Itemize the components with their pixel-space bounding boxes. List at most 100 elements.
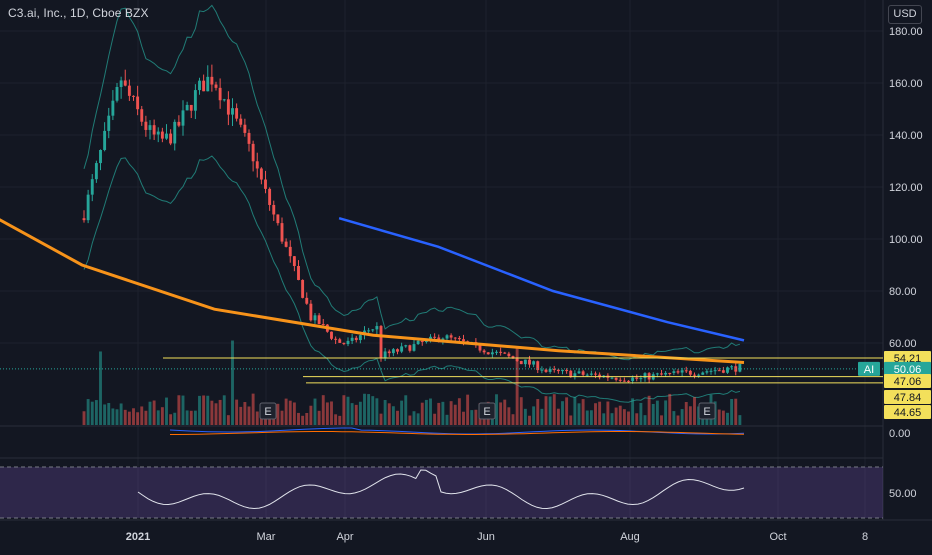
candle-body [346, 340, 350, 345]
volume-bar [165, 397, 168, 425]
volume-bar [577, 403, 581, 425]
volume-bar [589, 410, 593, 425]
candle-body [334, 338, 338, 340]
y-tick-label: 120.00 [889, 182, 923, 194]
volume-bar [243, 402, 247, 425]
earnings-marker-label: E [483, 406, 490, 418]
candle-body [342, 342, 346, 345]
candle-body [701, 372, 705, 375]
candle-body [416, 340, 420, 345]
currency-badge[interactable]: USD [888, 5, 922, 24]
volume-bar [251, 393, 255, 425]
volume-bar [334, 414, 338, 425]
candle-body [119, 80, 123, 88]
volume-bar [363, 393, 366, 425]
volume-bar [90, 401, 94, 425]
candle-body [490, 352, 494, 355]
candle-body [622, 380, 626, 382]
volume-bar [313, 398, 317, 425]
candle-body [284, 241, 288, 247]
candle-body [672, 371, 676, 373]
volume-bar [693, 397, 696, 425]
candle-body [123, 80, 127, 86]
candle-body [457, 337, 461, 340]
volume-bar [206, 395, 210, 425]
volume-bar [181, 395, 185, 425]
price-tag-47.06 [884, 374, 931, 388]
candle-body [210, 76, 214, 85]
candle-body [127, 85, 131, 96]
candle-body [478, 343, 482, 351]
volume-bar [379, 413, 383, 425]
candle-body [367, 330, 371, 332]
candle-body [94, 163, 98, 180]
volume-bar [552, 394, 556, 425]
y-tick-label: 180.00 [889, 26, 923, 38]
candle-body [445, 335, 449, 339]
bollinger-bands [83, 4, 741, 403]
volume-bar [210, 400, 214, 425]
volume-bar [99, 351, 102, 425]
price-tag-label: 47.84 [894, 392, 922, 404]
candle-body [148, 125, 152, 130]
volume-bar [214, 403, 218, 425]
candle-body [503, 352, 507, 354]
volume-bar [585, 410, 589, 425]
volume-bar [354, 404, 358, 425]
earnings-marker-icon [478, 402, 496, 420]
volume-bar [647, 395, 651, 425]
candle-body [317, 315, 321, 324]
volume-bar [231, 340, 234, 425]
candle-body [350, 337, 354, 341]
volume-bar [544, 396, 548, 425]
candle-body [181, 110, 185, 126]
volume-bar [292, 402, 296, 425]
volume-bar [540, 408, 544, 425]
volume-bar [132, 408, 135, 425]
macd-signal-line [170, 431, 745, 435]
volume-bar [338, 415, 342, 425]
candle-body [107, 115, 111, 131]
candle-body [688, 370, 692, 375]
candle-body [173, 121, 177, 144]
volume-bar [239, 406, 243, 425]
x-tick-label: Apr [336, 531, 353, 543]
volume-bar [672, 411, 676, 425]
candle-body [693, 374, 696, 376]
volume-bar [202, 395, 206, 425]
volume-bar [325, 402, 329, 425]
volume-bar [668, 393, 672, 425]
volume-bar [94, 400, 98, 425]
rsi-line [137, 469, 745, 510]
candle-body [594, 373, 597, 375]
candle-body [305, 297, 309, 304]
volume-bar [561, 401, 564, 425]
candle-body [387, 351, 391, 354]
candle-body [379, 326, 383, 359]
volume-bar [218, 399, 222, 425]
candle-body [528, 359, 531, 365]
candle-body [482, 350, 486, 353]
volume-bar [528, 415, 531, 425]
candle-body [222, 99, 226, 101]
volume-bar [86, 399, 90, 425]
volume-bar [185, 410, 189, 425]
volume-bar [103, 404, 107, 425]
candle-body [321, 323, 325, 325]
volume-bar [309, 405, 313, 425]
candle-body [313, 315, 317, 321]
candle-body [301, 279, 305, 298]
candle-body [717, 370, 721, 372]
candle-body [358, 335, 362, 341]
candle-body [375, 326, 379, 330]
volume-bar [507, 407, 511, 425]
candle-body [523, 359, 527, 365]
volume-bar [664, 400, 668, 425]
candle-body [408, 345, 412, 351]
candle-body [610, 377, 614, 379]
candle-body [429, 336, 432, 340]
volume-bar [453, 404, 457, 425]
candle-body [556, 369, 560, 372]
